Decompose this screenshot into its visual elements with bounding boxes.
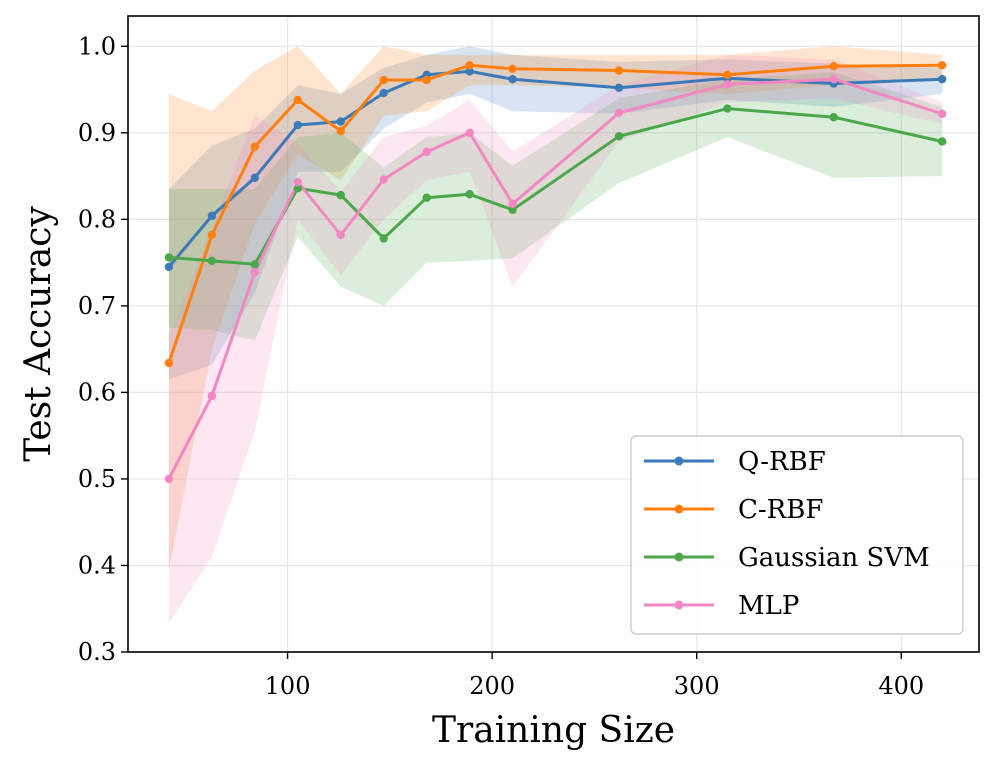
y-axis-title: Test Accuracy [18, 206, 59, 462]
confidence-bands [168, 46, 943, 624]
point-gaussian-svm [379, 234, 388, 243]
band-q-rbf [168, 46, 943, 380]
point-q-rbf [508, 74, 517, 84]
legend-label-mlp: MLP [738, 591, 799, 621]
point-q-rbf [465, 67, 474, 76]
point-mlp [207, 391, 217, 401]
point-q-rbf [164, 262, 174, 272]
y-tick-label: 0.6 [78, 378, 116, 406]
point-c-rbf [614, 66, 624, 75]
point-mlp [508, 199, 517, 208]
band-mlp [168, 54, 943, 624]
legend-marker-c-rbf [674, 504, 684, 514]
point-gaussian-svm [723, 104, 732, 113]
point-gaussian-svm [293, 183, 302, 193]
point-gaussian-svm [508, 205, 517, 215]
y-tick-label: 0.8 [78, 205, 116, 233]
legend-label-q-rbf: Q-RBF [738, 447, 826, 477]
point-gaussian-svm [829, 113, 838, 122]
point-c-rbf [937, 61, 947, 70]
point-mlp [379, 175, 388, 184]
point-q-rbf [614, 83, 624, 93]
point-c-rbf [164, 358, 174, 368]
y-tick-label: 0.5 [78, 465, 116, 493]
x-tick-label: 100 [265, 672, 311, 700]
point-mlp [293, 177, 302, 187]
legend-entry-gaussian-svm: Gaussian SVM [644, 543, 930, 573]
point-mlp [250, 267, 260, 277]
legend-label-c-rbf: C-RBF [738, 495, 823, 525]
point-c-rbf [422, 75, 431, 85]
point-q-rbf [250, 173, 260, 183]
legend-label-gaussian-svm: Gaussian SVM [738, 543, 930, 573]
point-c-rbf [250, 142, 260, 151]
point-c-rbf [508, 64, 517, 73]
y-tick-label: 0.7 [78, 292, 116, 320]
point-c-rbf [465, 61, 474, 70]
x-axis-title: Training Size [432, 710, 675, 751]
point-c-rbf [723, 70, 732, 80]
point-gaussian-svm [164, 253, 174, 262]
point-gaussian-svm [614, 132, 624, 141]
point-c-rbf [293, 95, 302, 105]
axis-ticks: 100 200 300 400 0.3 0.4 0.5 0.6 0.7 0.8 0.9 1.0 [78, 32, 924, 700]
point-c-rbf [379, 75, 388, 85]
point-mlp [336, 230, 345, 240]
y-tick-label: 0.4 [78, 551, 116, 579]
point-mlp [723, 80, 732, 89]
point-mlp [422, 147, 431, 157]
legend-marker-mlp [674, 600, 684, 610]
point-c-rbf [336, 126, 345, 136]
point-mlp [937, 109, 947, 118]
point-q-rbf [937, 74, 947, 84]
legend-marker-gaussian-svm [674, 552, 684, 562]
point-gaussian-svm [465, 190, 474, 199]
point-mlp [164, 474, 174, 484]
x-tick-label: 200 [469, 672, 515, 700]
point-c-rbf [829, 61, 838, 71]
y-tick-label: 0.9 [78, 119, 116, 147]
point-gaussian-svm [937, 137, 947, 146]
band-gaussian-svm [168, 72, 943, 341]
point-c-rbf [207, 230, 217, 240]
point-q-rbf [207, 211, 217, 221]
point-mlp [465, 128, 474, 138]
legend-entry-q-rbf: Q-RBF [644, 447, 826, 477]
point-gaussian-svm [250, 260, 260, 269]
legend: Q-RBF C-RBF Gaussian SVM MLP [630, 435, 964, 635]
series-points [164, 61, 947, 484]
point-mlp [829, 74, 838, 84]
band-c-rbf [168, 46, 943, 570]
point-gaussian-svm [422, 193, 431, 202]
legend-box [630, 435, 964, 635]
point-mlp [614, 108, 624, 118]
y-tick-label: 0.3 [78, 638, 116, 666]
point-gaussian-svm [336, 190, 345, 200]
plot-frame [127, 15, 980, 653]
x-tick-label: 300 [674, 672, 720, 700]
legend-marker-q-rbf [674, 456, 684, 466]
legend-entry-c-rbf: C-RBF [644, 495, 823, 525]
point-q-rbf [379, 88, 388, 98]
legend-entry-mlp: MLP [644, 591, 799, 621]
point-q-rbf [336, 117, 345, 126]
point-q-rbf [293, 120, 302, 130]
point-gaussian-svm [207, 256, 217, 266]
x-tick-label: 400 [878, 672, 924, 700]
y-tick-label: 1.0 [78, 32, 116, 60]
